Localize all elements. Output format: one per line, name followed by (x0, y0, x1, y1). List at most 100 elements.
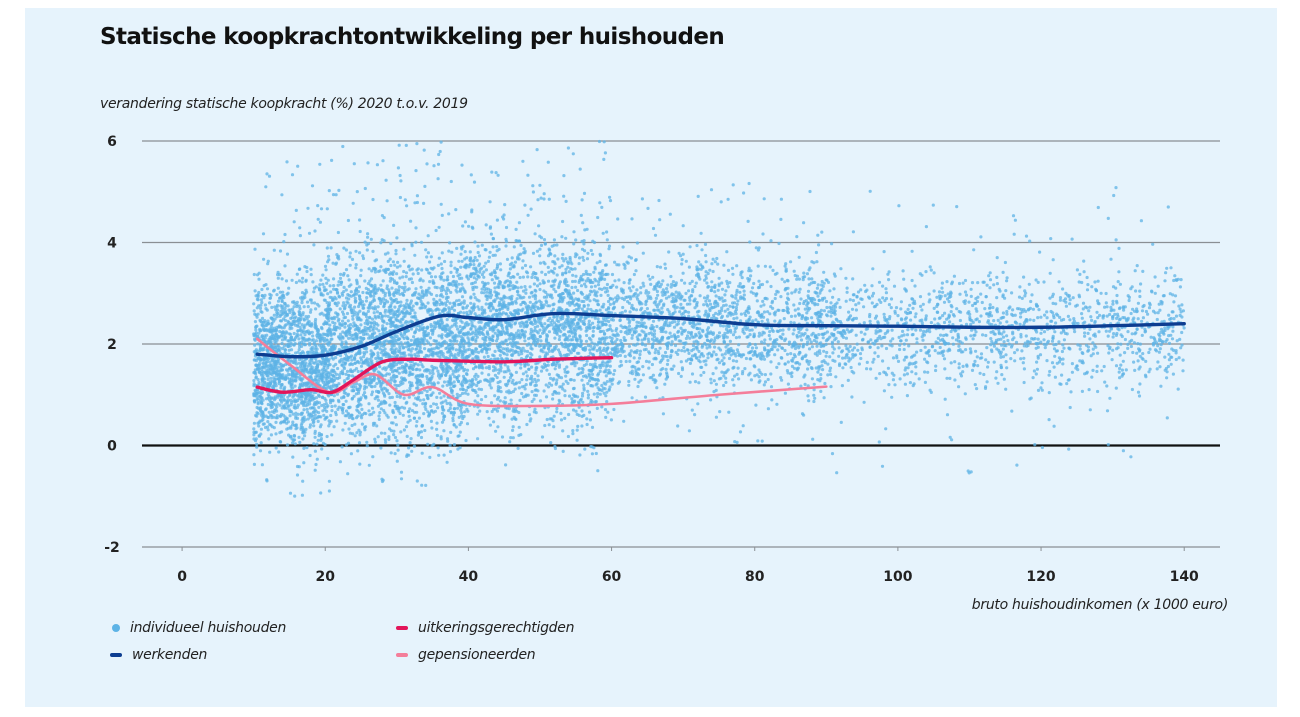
scatter-point (436, 446, 440, 450)
scatter-point (309, 273, 313, 277)
scatter-point (343, 362, 347, 366)
scatter-point (443, 414, 447, 419)
scatter-point (307, 362, 311, 366)
scatter-point (571, 273, 575, 277)
scatter-point (288, 310, 292, 315)
scatter-point (530, 390, 534, 394)
scatter-point (487, 255, 491, 259)
scatter-point (355, 404, 359, 409)
scatter-point (274, 407, 278, 411)
scatter-point (439, 275, 443, 279)
scatter-point (303, 293, 307, 297)
scatter-point (356, 414, 360, 418)
scatter-point (381, 327, 385, 331)
scatter-point (311, 280, 315, 284)
scatter-point (407, 277, 411, 281)
scatter-point (416, 397, 420, 401)
scatter-point (447, 379, 452, 383)
scatter-point (255, 349, 259, 353)
scatter-point (335, 419, 339, 423)
scatter-point (266, 262, 270, 266)
scatter-point (330, 409, 334, 413)
scatter-point (417, 379, 421, 383)
scatter-point (359, 356, 363, 360)
scatter-point (582, 191, 587, 195)
scatter-point (420, 350, 424, 354)
scatter-point (436, 162, 441, 166)
scatter-point (371, 249, 375, 253)
scatter-point (278, 379, 282, 383)
scatter-point (489, 309, 493, 313)
scatter-point (430, 426, 434, 430)
scatter-point (291, 300, 295, 304)
scatter-point (454, 318, 458, 322)
scatter-point (313, 401, 317, 405)
scatter-point (312, 243, 316, 247)
scatter-point (332, 394, 336, 398)
scatter-point (297, 267, 301, 271)
scatter-point (345, 300, 349, 304)
scatter-point (365, 315, 369, 319)
scatter-point (399, 351, 403, 356)
scatter-point (432, 382, 437, 386)
scatter-point (377, 356, 381, 360)
scatter-point (266, 428, 270, 432)
scatter-point (365, 444, 369, 448)
scatter-point (590, 425, 595, 429)
scatter-point (454, 284, 458, 288)
scatter-point (482, 355, 486, 359)
scatter-point (381, 159, 385, 163)
scatter-point (302, 404, 306, 408)
scatter-point (324, 313, 328, 317)
scatter-point (378, 312, 383, 316)
scatter-point (504, 244, 508, 248)
scatter-point (467, 347, 471, 351)
scatter-point (391, 260, 395, 264)
scatter-point (275, 303, 280, 307)
scatter-point (283, 264, 287, 268)
scatter-point (346, 373, 350, 377)
scatter-point (341, 411, 345, 415)
scatter-point (326, 278, 330, 282)
scatter-point (333, 321, 337, 325)
scatter-point (314, 368, 318, 372)
scatter-point (454, 348, 458, 352)
scatter-point (274, 341, 278, 345)
scatter-point (407, 305, 411, 309)
scatter-point (324, 398, 328, 402)
scatter-point (255, 411, 259, 415)
scatter-point (410, 384, 414, 388)
scatter-point (601, 323, 606, 327)
scatter-point (342, 403, 346, 407)
scatter-point (284, 402, 288, 406)
scatter-point (429, 275, 434, 279)
scatter-point (377, 417, 381, 421)
scatter-point (377, 296, 381, 300)
scatter-point (369, 384, 373, 388)
scatter-point (359, 268, 363, 272)
scatter-point (281, 310, 285, 314)
scatter-point (455, 392, 459, 396)
scatter-point (350, 257, 355, 261)
scatter-point (273, 364, 277, 368)
scatter-point (274, 432, 278, 436)
scatter-point (299, 333, 303, 337)
scatter-point (359, 274, 363, 278)
scatter-point (291, 399, 296, 403)
scatter-point (580, 198, 584, 202)
scatter-point (449, 330, 453, 334)
scatter-point (319, 423, 323, 427)
scatter-point (301, 416, 305, 420)
scatter-point (397, 289, 401, 294)
scatter-point (342, 285, 346, 289)
scatter-point (427, 349, 431, 353)
scatter-point (338, 375, 342, 380)
scatter-point (444, 362, 448, 366)
scatter-point (408, 407, 412, 411)
scatter-point (279, 325, 283, 329)
scatter-point (278, 296, 282, 300)
scatter-point (295, 416, 300, 420)
scatter-point (403, 367, 407, 371)
scatter-point (434, 228, 438, 233)
chart-title: Statische koopkrachtontwikkeling per hui… (100, 24, 725, 50)
